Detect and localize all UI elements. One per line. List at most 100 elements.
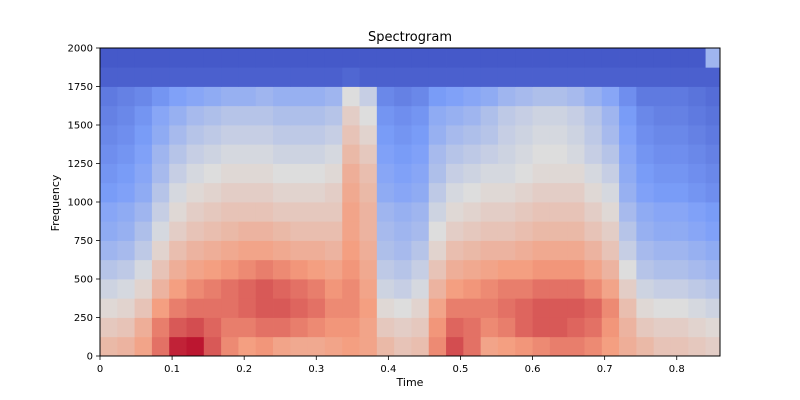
heatmap-cell xyxy=(549,105,568,126)
heatmap-cell xyxy=(324,48,343,68)
heatmap-cell xyxy=(290,202,309,222)
heatmap-cell xyxy=(463,336,482,357)
heatmap-cell xyxy=(515,48,533,68)
heatmap-cell xyxy=(688,336,706,357)
heatmap-cell xyxy=(619,105,637,126)
heatmap-cell xyxy=(653,221,672,241)
heatmap-cell xyxy=(532,202,551,222)
heatmap-cell xyxy=(376,163,395,184)
heatmap-cell xyxy=(653,240,672,261)
heatmap-cell xyxy=(515,163,533,184)
heatmap-cell xyxy=(463,298,482,318)
heatmap-cell xyxy=(290,221,309,241)
heatmap-cell xyxy=(549,144,568,164)
heatmap-cell xyxy=(151,125,170,145)
heatmap-cell xyxy=(688,259,706,280)
heatmap-cell xyxy=(151,48,170,68)
heatmap-cell xyxy=(653,86,672,107)
heatmap-cell xyxy=(255,163,274,184)
heatmap-cell xyxy=(186,86,205,107)
heatmap-cell xyxy=(670,182,689,203)
heatmap-cell xyxy=(497,48,516,68)
heatmap-cell xyxy=(584,317,603,338)
heatmap-cell xyxy=(670,240,689,261)
heatmap-cell xyxy=(151,317,170,338)
heatmap-cell xyxy=(100,163,118,184)
heatmap-cell xyxy=(307,144,326,164)
heatmap-cell xyxy=(446,336,464,357)
heatmap-cells xyxy=(100,48,721,357)
heatmap-cell xyxy=(359,67,378,87)
heatmap-cell xyxy=(497,202,516,222)
heatmap-cell xyxy=(532,86,551,107)
heatmap-cell xyxy=(255,202,274,222)
heatmap-cell xyxy=(653,298,672,318)
heatmap-cell xyxy=(446,105,464,126)
heatmap-cell xyxy=(480,240,499,261)
heatmap-cell xyxy=(480,279,499,299)
heatmap-cell xyxy=(324,317,343,338)
heatmap-cell xyxy=(376,336,395,357)
heatmap-cell xyxy=(428,279,447,299)
heatmap-cell xyxy=(376,221,395,241)
heatmap-cell xyxy=(584,144,603,164)
heatmap-cell xyxy=(688,298,706,318)
heatmap-cell xyxy=(134,86,153,107)
heatmap-cell xyxy=(480,317,499,338)
heatmap-cell xyxy=(394,86,412,107)
heatmap-cell xyxy=(117,259,136,280)
heatmap-cell xyxy=(238,105,257,126)
heatmap-cell xyxy=(151,298,170,318)
heatmap-cell xyxy=(705,144,721,164)
heatmap-cell xyxy=(670,67,689,87)
heatmap-cell xyxy=(221,144,239,164)
heatmap-cell xyxy=(480,48,499,68)
heatmap-cell xyxy=(653,317,672,338)
heatmap-cell xyxy=(255,67,274,87)
heatmap-cell xyxy=(428,240,447,261)
heatmap-cell xyxy=(688,202,706,222)
heatmap-cell xyxy=(134,279,153,299)
heatmap-cell xyxy=(463,182,482,203)
heatmap-cell xyxy=(515,86,533,107)
heatmap-cell xyxy=(636,317,655,338)
heatmap-cell xyxy=(342,336,360,357)
heatmap-cell xyxy=(290,259,309,280)
x-axis-title: Time xyxy=(396,376,424,389)
heatmap-cell xyxy=(151,259,170,280)
heatmap-cell xyxy=(428,67,447,87)
heatmap-cell xyxy=(342,298,360,318)
heatmap-cell xyxy=(411,298,430,318)
heatmap-cell xyxy=(480,86,499,107)
heatmap-cell xyxy=(186,144,205,164)
heatmap-cell xyxy=(653,105,672,126)
heatmap-cell xyxy=(307,163,326,184)
heatmap-cell xyxy=(203,48,222,68)
heatmap-cell xyxy=(567,67,585,87)
heatmap-cell xyxy=(324,67,343,87)
heatmap-cell xyxy=(117,202,136,222)
heatmap-cell xyxy=(411,336,430,357)
heatmap-cell xyxy=(203,105,222,126)
heatmap-cell xyxy=(670,336,689,357)
heatmap-cell xyxy=(203,144,222,164)
heatmap-cell xyxy=(376,48,395,68)
heatmap-cell xyxy=(376,240,395,261)
heatmap-cell xyxy=(619,48,637,68)
heatmap-cell xyxy=(619,182,637,203)
heatmap-cell xyxy=(446,221,464,241)
heatmap-cell xyxy=(307,298,326,318)
heatmap-cell xyxy=(411,259,430,280)
heatmap-cell xyxy=(515,279,533,299)
heatmap-cell xyxy=(549,259,568,280)
heatmap-cell xyxy=(342,259,360,280)
heatmap-cell xyxy=(497,105,516,126)
heatmap-cell xyxy=(670,221,689,241)
heatmap-cell xyxy=(324,240,343,261)
y-tick-label: 1500 xyxy=(68,121,93,132)
heatmap-cell xyxy=(446,279,464,299)
heatmap-cell xyxy=(532,163,551,184)
heatmap-cell xyxy=(134,317,153,338)
heatmap-cell xyxy=(117,240,136,261)
heatmap-cell xyxy=(100,144,118,164)
